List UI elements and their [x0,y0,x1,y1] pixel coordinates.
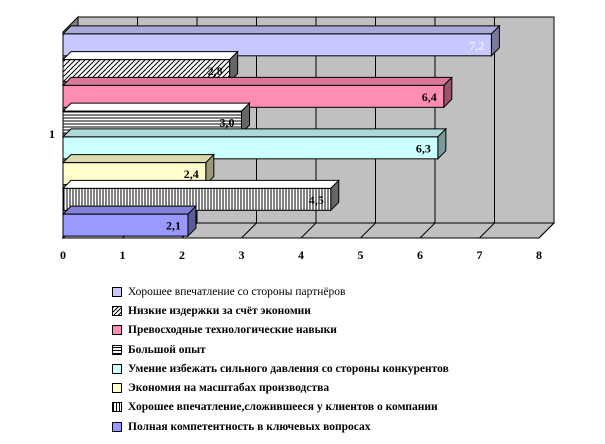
bar-front [62,187,332,211]
bar-front [62,84,445,108]
bar-chart: 7,2 2,8 6,4 3,0 6,3 2,4 4,5 2,1 0 1 2 3 4 5 6 7 8 1 [49,15,556,262]
legend-item: Умение избежать сильного давления со сто… [112,359,592,378]
bar-top [61,205,198,215]
bars: 7,2 2,8 6,4 3,0 6,3 2,4 4,5 2,1 [61,24,501,238]
bar: 4,5 [61,179,340,212]
bar: 2,8 [61,50,239,83]
x-tick-label: 2 [179,248,185,262]
bar-value-label: 2,4 [184,167,199,181]
bar-value-label: 4,5 [309,193,324,207]
x-tick-label: 7 [477,248,483,262]
bar: 6,4 [61,76,454,109]
x-tick-label: 3 [239,248,245,262]
bar-value-label: 2,8 [208,64,223,78]
x-tick-label: 4 [298,248,304,262]
legend-swatch [112,344,122,355]
x-tick-label: 8 [536,248,542,262]
legend-swatch [112,325,122,336]
legend-item: Хорошее впечатление со стороны партнёров [112,282,592,301]
bar-top [61,102,251,112]
x-tick-label: 0 [60,248,66,262]
legend-label: Хорошее впечатление,сложившееся у клиент… [128,401,438,414]
legend-swatch [112,286,122,297]
legend-item: Низкие издержки за счёт экономии [112,301,592,320]
bar-front [62,33,492,57]
legend: Хорошее впечатление со стороны партнёров… [112,282,592,436]
x-tick-label: 1 [120,248,126,262]
legend-swatch [112,383,122,394]
legend-label: Полная компетентность в ключевых вопроса… [128,420,371,433]
legend-label: Большой опыт [128,343,206,356]
gridline-floor [241,222,257,239]
bar: 3,0 [61,101,251,135]
legend-swatch [112,421,122,432]
bar-front [62,213,189,237]
x-axis-ticks: 0 1 2 3 4 5 6 7 8 [60,248,542,262]
legend-label: Превосходные технологические навыки [128,324,337,337]
gridline-floor [538,222,555,239]
bar-top [61,76,454,86]
gridline-floor [360,222,376,239]
bar: 2,1 [61,204,198,238]
legend-label: Экономия на масштабах производства [128,382,330,395]
category-label: 1 [49,127,55,141]
bar-value-label: 7,2 [469,38,484,52]
bar: 6,3 [61,127,448,161]
bar-top [61,179,340,189]
legend-item: Экономия на масштабах производства [112,378,592,397]
gridline-floor [479,222,495,239]
legend-label: Низкие издержки за счёт экономии [128,304,311,317]
bar-top [61,128,448,138]
bar-top [61,51,239,61]
bar-value-label: 3,0 [220,116,235,130]
legend-item: Полная компетентность в ключевых вопроса… [112,417,592,436]
legend-item: Большой опыт [112,340,592,359]
x-tick-label: 6 [417,248,423,262]
legend-label: Умение избежать сильного давления со сто… [128,362,449,375]
gridline-floor [419,222,436,239]
legend-swatch [112,363,122,374]
bar-front [62,136,439,160]
bar: 7,2 [61,24,501,58]
bar-top [61,25,501,35]
gridline-floor [300,222,317,239]
legend-swatch [112,305,122,316]
bar-value-label: 6,3 [416,141,431,155]
legend-item: Превосходные технологические навыки [112,321,592,340]
bar-top [61,154,216,164]
x-tick-label: 5 [358,248,364,262]
legend-item: Хорошее впечатление,сложившееся у клиент… [112,398,592,417]
bar-value-label: 6,4 [422,90,437,104]
bar-value-label: 2,1 [166,219,181,233]
legend-label: Хорошее впечатление со стороны партнёров [128,285,346,298]
legend-swatch [112,402,122,413]
